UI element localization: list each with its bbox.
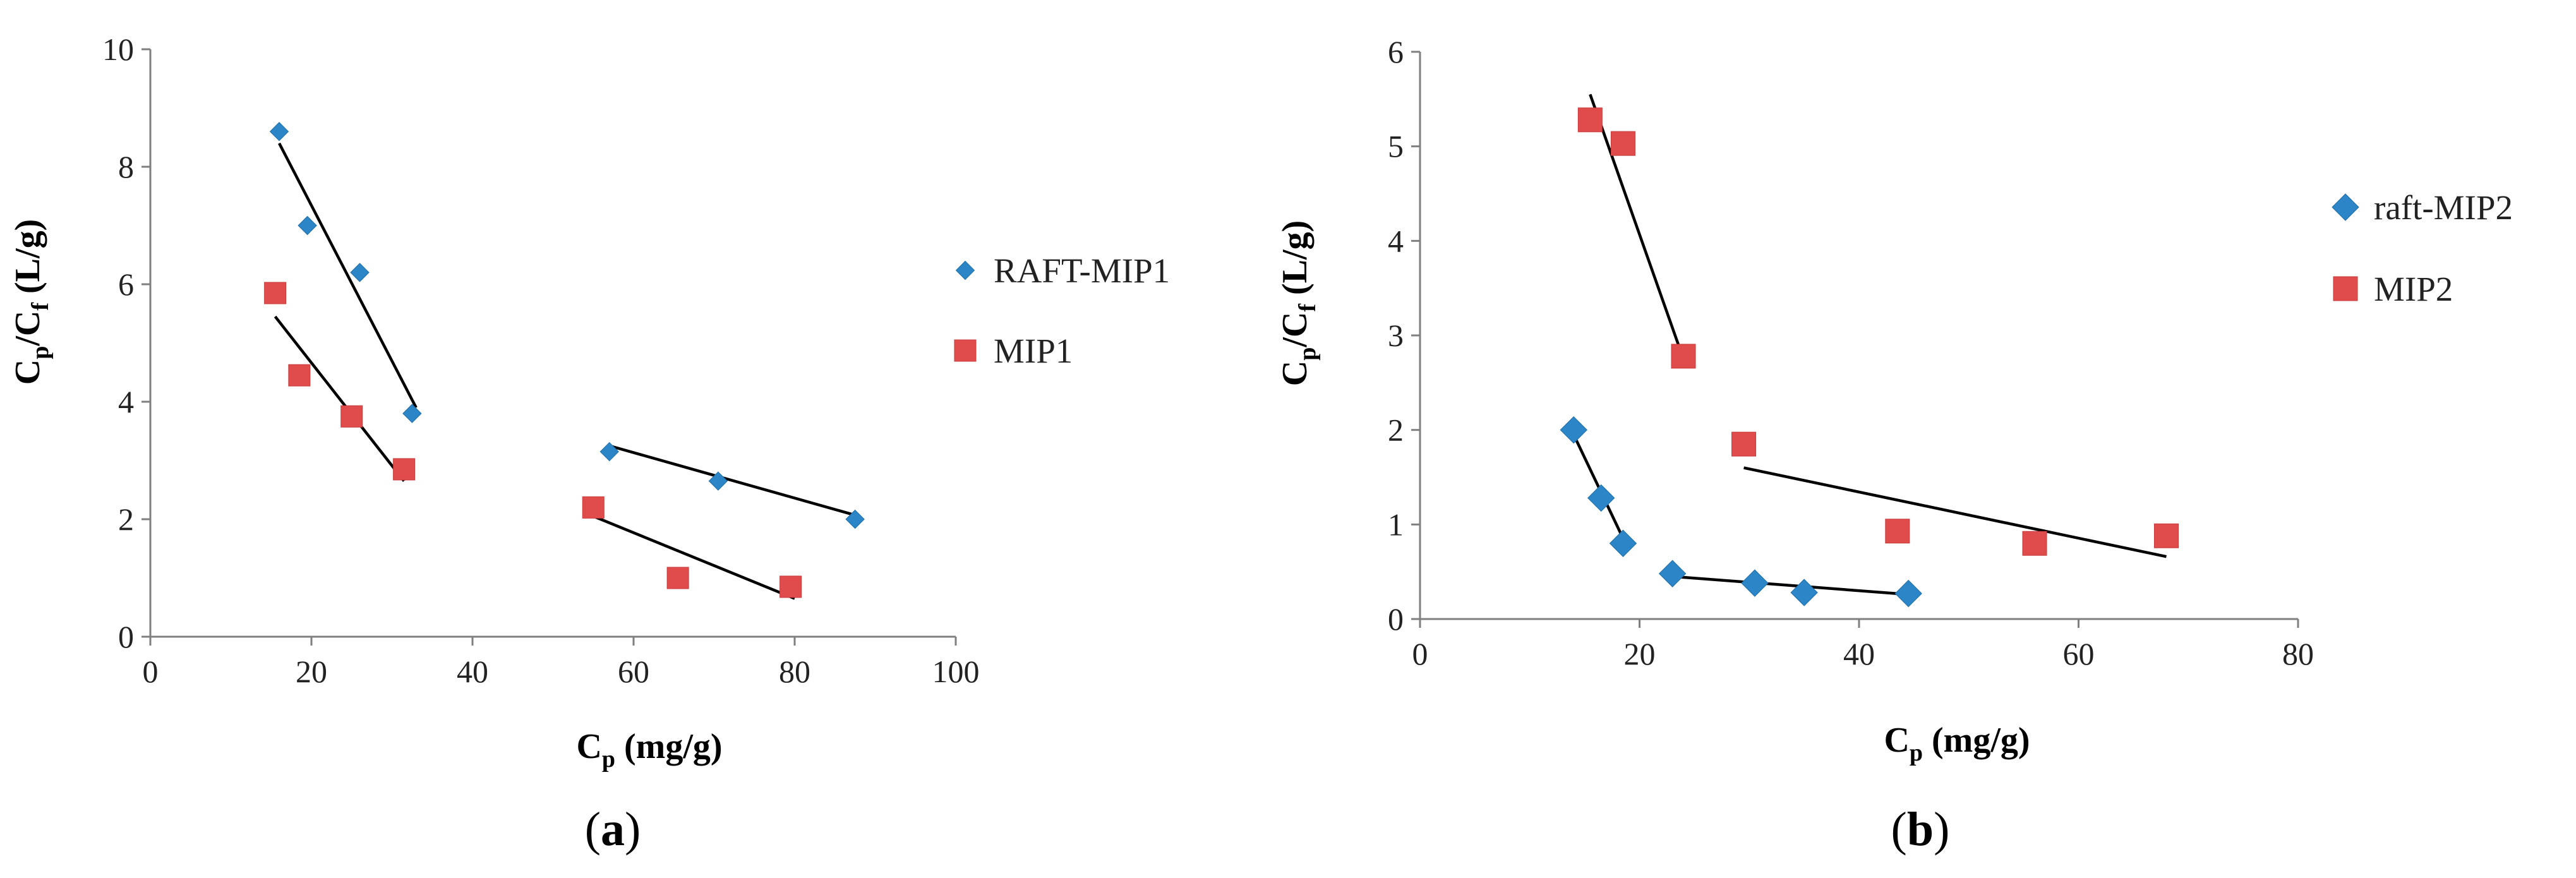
- trendline-mip2: [1589, 93, 1685, 360]
- panel-label: (b): [1891, 803, 1950, 856]
- y-tick-label: 3: [1388, 318, 1404, 353]
- legend-label-raft-mip2: raft-MIP2: [2374, 188, 2513, 227]
- data-point-mip1: [666, 567, 689, 589]
- trendline-mip1: [593, 515, 795, 600]
- x-axis-title: Cp (mg/g): [576, 727, 722, 773]
- y-tick-label: 2: [1388, 412, 1404, 448]
- data-point-mip1: [779, 575, 802, 598]
- y-axis-title: Cp/Cf (L/g): [8, 219, 54, 385]
- x-tick-label: 80: [779, 654, 810, 689]
- legend-marker-raft-mip2: [2332, 193, 2359, 221]
- legend-marker-raft-mip1: [955, 260, 975, 280]
- data-point-raft-mip2: [1587, 484, 1615, 512]
- x-tick-label: 80: [2282, 636, 2314, 671]
- legend-marker-mip1: [954, 339, 977, 362]
- data-point-raft-mip2: [1658, 560, 1687, 587]
- data-point-mip1: [288, 364, 311, 387]
- data-point-mip2: [2154, 523, 2179, 548]
- x-axis-title: Cp (mg/g): [1884, 721, 2030, 766]
- series-mip1: [264, 282, 802, 598]
- data-point-mip2: [1885, 519, 1910, 544]
- data-point-raft-mip2: [1609, 529, 1637, 557]
- data-point-raft-mip2: [1741, 569, 1769, 597]
- trendline-raft-mip1: [278, 142, 418, 409]
- data-point-raft-mip2: [1894, 579, 1922, 608]
- y-axis-title: Cp/Cf (L/g): [1275, 220, 1321, 386]
- legend: raft-MIP2 MIP2: [2332, 188, 2513, 308]
- data-point-mip2: [1610, 131, 1635, 156]
- y-tick-label: 0: [118, 619, 134, 654]
- data-point-mip1: [340, 405, 363, 428]
- panel-label: (a): [585, 803, 641, 856]
- legend-marker-mip2: [2333, 276, 2358, 301]
- y-tick-label: 6: [1388, 34, 1404, 69]
- data-point-mip1: [582, 496, 605, 519]
- y-tick-label: 10: [102, 32, 134, 67]
- trendline-mip1: [274, 315, 406, 482]
- trendline-mip2: [1743, 466, 2167, 558]
- trendline-raft-mip1: [609, 444, 860, 518]
- data-point-mip1: [393, 458, 416, 481]
- legend-label-mip1: MIP1: [994, 332, 1073, 370]
- data-point-mip2: [2022, 531, 2047, 556]
- trendline-raft-mip2: [1672, 575, 1909, 596]
- data-point-mip2: [1731, 431, 1757, 457]
- x-tick-label: 40: [1843, 636, 1875, 671]
- y-tick-label: 8: [118, 149, 134, 184]
- x-tick-label: 20: [296, 654, 327, 689]
- legend-label-mip2: MIP2: [2374, 270, 2453, 308]
- y-tick-label: 6: [118, 267, 134, 302]
- legend: RAFT-MIP1 MIP1: [954, 251, 1170, 370]
- data-point-raft-mip1: [269, 121, 289, 141]
- data-point-mip2: [1671, 344, 1696, 369]
- y-tick-label: 2: [118, 502, 134, 537]
- data-point-raft-mip2: [1560, 416, 1587, 444]
- x-tick-label: 60: [618, 654, 649, 689]
- series-raft-mip1: [269, 121, 865, 529]
- y-tick-label: 1: [1388, 507, 1404, 542]
- data-point-raft-mip1: [298, 215, 317, 236]
- x-tick-label: 0: [143, 654, 159, 689]
- x-tick-label: 0: [1412, 636, 1428, 671]
- data-point-raft-mip1: [350, 263, 370, 282]
- series-mip2: [1577, 107, 2179, 556]
- series-raft-mip2: [1560, 416, 1922, 608]
- data-point-raft-mip2: [1790, 579, 1818, 606]
- data-point-mip1: [264, 282, 287, 304]
- data-point-raft-mip1: [708, 471, 728, 491]
- data-point-mip2: [1577, 107, 1603, 133]
- x-tick-label: 100: [932, 654, 980, 689]
- y-tick-label: 0: [1388, 601, 1404, 637]
- data-point-raft-mip1: [845, 509, 865, 529]
- y-tick-label: 4: [118, 384, 134, 419]
- data-point-raft-mip1: [599, 442, 619, 462]
- y-tick-label: 5: [1388, 129, 1404, 164]
- y-tick-label: 4: [1388, 223, 1404, 258]
- legend-label-raft-mip1: RAFT-MIP1: [994, 251, 1170, 290]
- x-tick-label: 40: [457, 654, 488, 689]
- data-point-raft-mip1: [402, 404, 422, 423]
- x-tick-label: 60: [2063, 636, 2095, 671]
- x-tick-label: 20: [1624, 636, 1656, 671]
